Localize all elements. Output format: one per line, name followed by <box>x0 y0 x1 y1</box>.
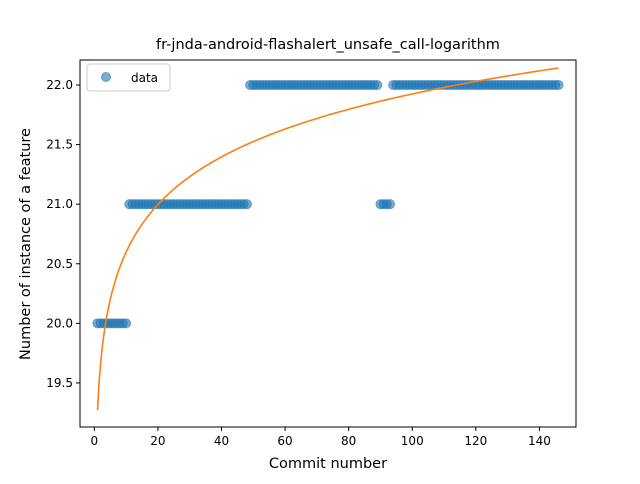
data-point <box>385 199 395 210</box>
x-tick-label: 20 <box>150 434 165 448</box>
legend-marker-data <box>101 72 111 82</box>
legend-box <box>86 63 171 92</box>
x-axis-ticks: 0 20 40 60 80 100 120 140 <box>90 427 551 448</box>
legend: data <box>86 63 171 92</box>
chart-title: fr-jnda-android-flashalert_unsafe_call-l… <box>156 37 500 53</box>
x-tick-label: 40 <box>214 434 229 448</box>
y-tick-label: 21.5 <box>46 138 73 152</box>
fit-line <box>96 67 559 411</box>
data-point <box>241 199 252 210</box>
y-axis-label: Number of instance of a feature <box>18 128 34 360</box>
x-tick-label: 120 <box>464 434 487 448</box>
x-tick-label: 140 <box>528 434 551 448</box>
y-tick-label: 20.5 <box>46 257 73 271</box>
x-axis-label: Commit number <box>269 456 387 472</box>
y-tick-label: 19.5 <box>46 376 73 390</box>
data-point <box>372 80 383 91</box>
y-axis-ticks: 19.5 20.0 20.5 21.0 21.5 22.0 <box>46 78 80 390</box>
y-tick-label: 20.0 <box>46 316 73 330</box>
x-tick-label: 100 <box>401 434 424 448</box>
y-tick-label: 22.0 <box>46 78 73 92</box>
data-point <box>121 318 132 329</box>
data-point <box>553 80 564 91</box>
legend-label-data: data <box>131 71 158 85</box>
x-tick-label: 0 <box>90 434 98 448</box>
x-tick-label: 60 <box>277 434 292 448</box>
axes-frame <box>79 59 577 428</box>
data-points <box>92 80 564 329</box>
fit-line-group <box>96 67 559 411</box>
y-tick-label: 21.0 <box>46 197 73 211</box>
x-tick-label: 80 <box>341 434 356 448</box>
